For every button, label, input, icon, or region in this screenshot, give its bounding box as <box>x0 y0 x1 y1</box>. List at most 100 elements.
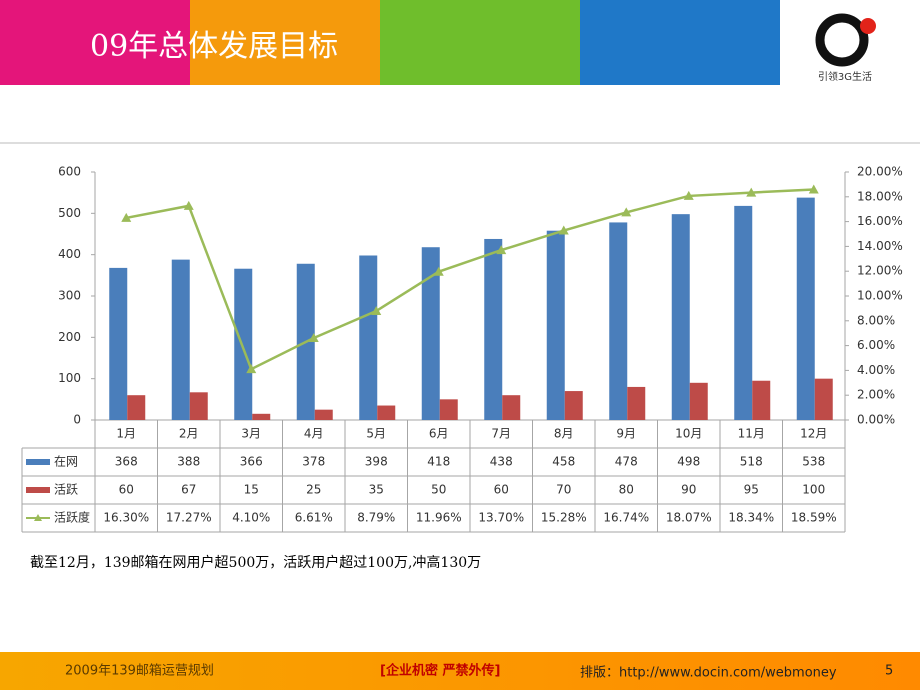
x-tick-label: 12月 <box>800 427 827 441</box>
slide-title: 09年总体发展目标 <box>90 29 338 64</box>
table-cell: 18.59% <box>791 511 837 525</box>
bar <box>502 395 521 420</box>
y-tick-label: 600 <box>58 165 81 179</box>
footer-band <box>0 652 920 690</box>
header-band <box>380 0 580 85</box>
bar <box>734 205 753 420</box>
table-cell: 518 <box>740 455 763 469</box>
footer-center: [企业机密 严禁外传] <box>380 663 500 679</box>
header-band <box>190 0 380 85</box>
logo-box <box>785 0 920 85</box>
table-cell: 70 <box>556 483 571 497</box>
marker <box>621 207 632 217</box>
chart: 0 100 200 300 400 500 600 0.00% 2.00% 4.00% 6.00% 8… <box>21 165 903 533</box>
x-tick-label: 9月 <box>616 427 636 441</box>
bar <box>252 413 271 420</box>
bar <box>127 395 146 420</box>
footer-right: 排版：http://www.docin.com/webmoney <box>580 666 837 681</box>
bar <box>189 392 208 420</box>
table-cell: 13.70% <box>478 511 524 525</box>
marker <box>683 190 694 200</box>
table-cell: 80 <box>619 483 634 497</box>
marker <box>308 333 319 343</box>
x-tick-label: 7月 <box>491 427 511 441</box>
y2-tick-label: 6.00% <box>857 338 895 352</box>
table-cell: 18.07% <box>666 511 712 525</box>
y-tick-label: 500 <box>58 206 81 220</box>
x-tick-label: 4月 <box>304 427 324 441</box>
y-tick-label: 300 <box>58 289 81 303</box>
bar <box>109 267 128 420</box>
bar <box>314 409 333 420</box>
y2-tick-label: 14.00% <box>857 239 903 253</box>
table-cell: 478 <box>615 455 638 469</box>
table-cell: 498 <box>677 455 700 469</box>
table-cell: 388 <box>177 455 200 469</box>
y-tick-label: 100 <box>58 371 81 385</box>
y2-tick-label: 10.00% <box>857 289 903 303</box>
y2-tick-label: 2.00% <box>857 388 895 402</box>
header-band <box>580 0 780 85</box>
y2-tick-label: 12.00% <box>857 264 903 278</box>
table-cell: 4.10% <box>232 511 270 525</box>
logo-dot <box>860 18 876 34</box>
table-cell: 60 <box>119 483 134 497</box>
table-cell: 95 <box>744 483 759 497</box>
table-cell: 90 <box>681 483 696 497</box>
table-cell: 418 <box>427 455 450 469</box>
table-cell: 16.74% <box>603 511 649 525</box>
bar <box>359 255 378 420</box>
bar <box>671 214 690 420</box>
logo-text: 引领3G生活 <box>818 70 872 83</box>
line <box>126 188 814 371</box>
bar <box>689 382 708 420</box>
table-cell: 366 <box>240 455 263 469</box>
x-tick-label: 6月 <box>429 427 449 441</box>
table-cell: 60 <box>494 483 509 497</box>
footer-left: 2009年139邮箱运营规划 <box>65 663 214 679</box>
bar <box>627 386 646 420</box>
x-tick-label: 8月 <box>554 427 574 441</box>
table-cell: 50 <box>431 483 446 497</box>
table-cell: 368 <box>115 455 138 469</box>
bar <box>421 247 440 420</box>
table-cell: 6.61% <box>295 511 333 525</box>
bar <box>752 380 771 420</box>
y2-tick-label: 20.00% <box>857 165 903 179</box>
table-cell: 17.27% <box>166 511 212 525</box>
table-cell: 11.96% <box>416 511 462 525</box>
x-tick-label: 1月 <box>116 427 136 441</box>
table-cell: 100 <box>802 483 825 497</box>
x-tick-label: 10月 <box>675 427 702 441</box>
legend-label: 在网 <box>54 455 78 469</box>
bar <box>564 391 583 420</box>
table-cell: 67 <box>181 483 196 497</box>
bar <box>171 259 190 420</box>
table-cell: 25 <box>306 483 321 497</box>
table-cell: 15 <box>244 483 259 497</box>
table-cell: 16.30% <box>103 511 149 525</box>
table-cell: 8.79% <box>357 511 395 525</box>
y2-tick-label: 16.00% <box>857 214 903 228</box>
marker <box>246 364 257 374</box>
marker <box>121 212 132 222</box>
table-cell: 35 <box>369 483 384 497</box>
y2-tick-label: 18.00% <box>857 189 903 203</box>
legend-swatch <box>26 487 50 493</box>
y-tick-label: 200 <box>58 330 81 344</box>
y2-tick-label: 8.00% <box>857 313 895 327</box>
note: 截至12月，139邮箱在网用户超500万，活跃用户超过100万,冲高130万 <box>30 554 481 571</box>
y2-tick-label: 4.00% <box>857 363 895 377</box>
table-cell: 458 <box>552 455 575 469</box>
page-number: 5 <box>885 664 893 679</box>
marker <box>496 245 507 255</box>
legend-swatch <box>34 514 42 521</box>
x-tick-label: 2月 <box>179 427 199 441</box>
bar <box>609 222 628 420</box>
y-tick-label: 0 <box>73 413 81 427</box>
x-tick-label: 11月 <box>738 427 765 441</box>
y2-tick-label: 0.00% <box>857 413 895 427</box>
marker <box>183 200 194 210</box>
table-cell: 18.34% <box>728 511 774 525</box>
table-cell: 438 <box>490 455 513 469</box>
